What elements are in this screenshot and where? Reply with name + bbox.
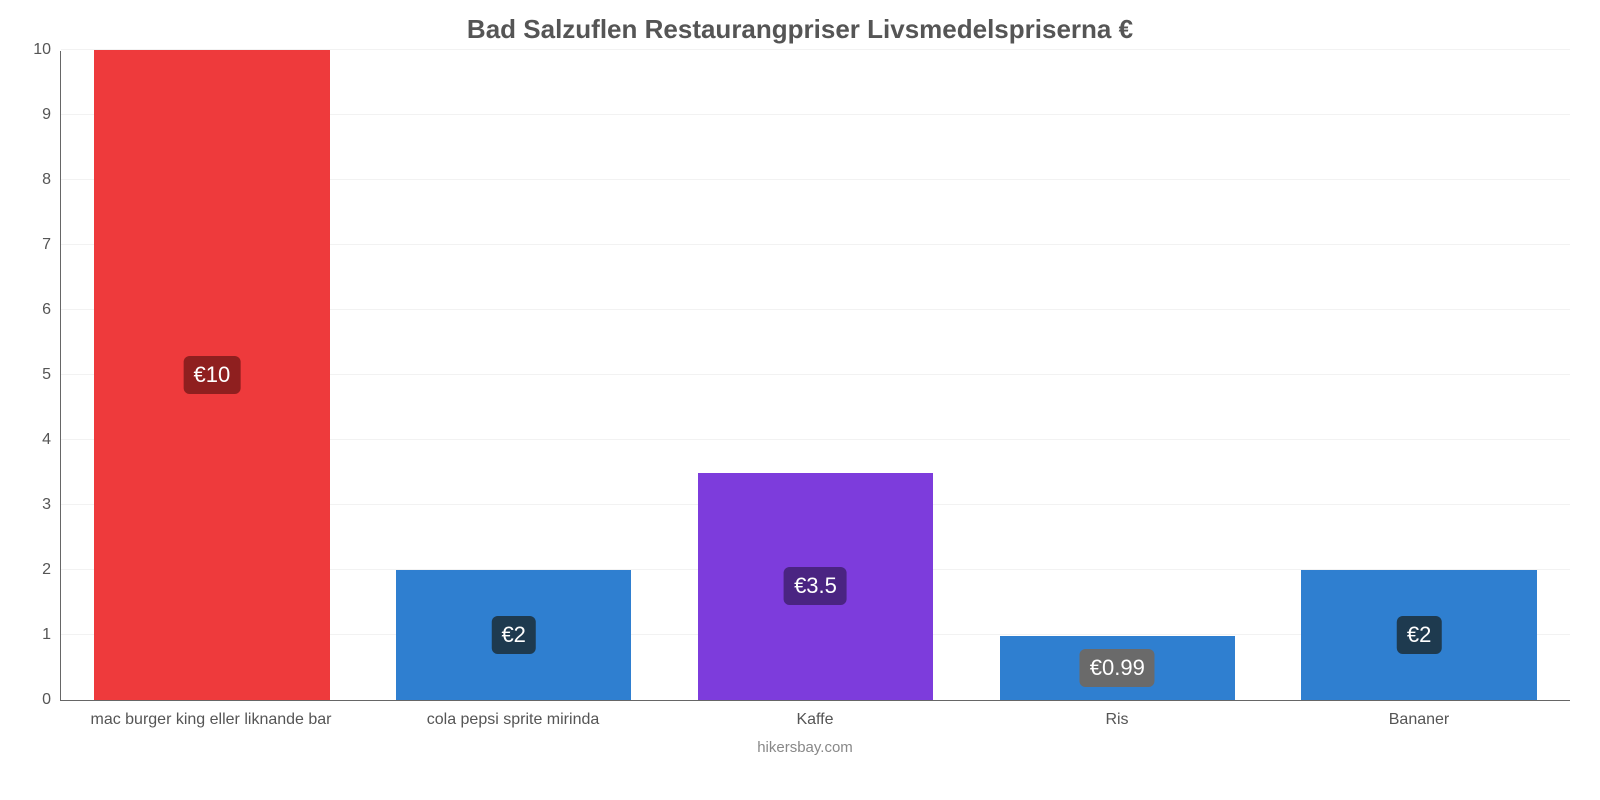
- y-tick-label: 4: [42, 431, 61, 449]
- bar: €2: [1301, 570, 1536, 700]
- y-tick-label: 7: [42, 236, 61, 254]
- y-tick-label: 5: [42, 366, 61, 384]
- y-tick-label: 0: [42, 691, 61, 709]
- chart-wrap: 012345678910 €10€2€3.5€0.99€2 mac burger…: [40, 51, 1570, 756]
- bars-container: €10 €2 €3.5 €0.99 €2: [61, 51, 1570, 700]
- bar-slot: €2: [1268, 51, 1570, 700]
- x-tick-label: Ris: [966, 711, 1268, 729]
- bar-slot: €3.5: [665, 51, 967, 700]
- bar: €3.5: [698, 473, 933, 701]
- bar-slot: €10: [61, 51, 363, 700]
- x-tick-label: mac burger king eller liknande bar: [60, 711, 362, 729]
- x-axis-labels: mac burger king eller liknande barcola p…: [60, 711, 1570, 729]
- plot-area: 012345678910 €10€2€3.5€0.99€2: [60, 51, 1570, 701]
- x-tick-label: Bananer: [1268, 711, 1570, 729]
- y-tick-label: 2: [42, 561, 61, 579]
- x-tick-label: cola pepsi sprite mirinda: [362, 711, 664, 729]
- y-tick-label: 1: [42, 626, 61, 644]
- bar: €0.99: [1000, 636, 1235, 700]
- attribution-text: hikersbay.com: [40, 739, 1570, 756]
- value-badge: €3.5: [784, 567, 847, 605]
- y-tick-label: 9: [42, 106, 61, 124]
- value-badge: €0.99: [1080, 649, 1155, 687]
- bar-slot: €0.99: [966, 51, 1268, 700]
- bar: €2: [396, 570, 631, 700]
- bar: €10: [94, 50, 329, 700]
- bar-slot: €2: [363, 51, 665, 700]
- y-tick-label: 6: [42, 301, 61, 319]
- y-tick-label: 10: [33, 41, 61, 59]
- x-tick-label: Kaffe: [664, 711, 966, 729]
- value-badge: €10: [184, 356, 241, 394]
- value-badge: €2: [1397, 616, 1441, 654]
- chart-title: Bad Salzuflen Restaurangpriser Livsmedel…: [0, 0, 1600, 51]
- y-tick-label: 3: [42, 496, 61, 514]
- value-badge: €2: [491, 616, 535, 654]
- y-tick-label: 8: [42, 171, 61, 189]
